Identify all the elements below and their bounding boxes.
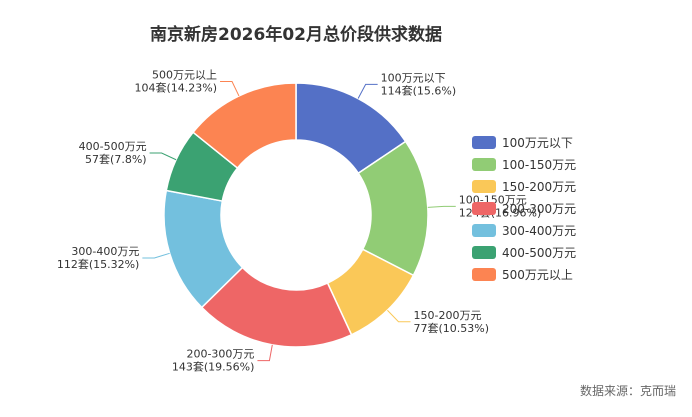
- leader-line-7: [220, 81, 240, 97]
- leader-line-6: [149, 152, 177, 161]
- legend-swatch-2[interactable]: [472, 158, 496, 171]
- slice-label-name-7: 500万元以上: [152, 69, 217, 82]
- legend-label-6[interactable]: 400-500万元: [502, 246, 576, 260]
- slice-label-name-6: 400-500万元: [79, 140, 147, 153]
- slice-label-value-6: 57套(7.8%): [85, 153, 147, 166]
- leader-line-1: [357, 83, 378, 99]
- data-source-note: 数据来源：克而瑞: [580, 383, 676, 398]
- legend-label-3[interactable]: 150-200万元: [502, 180, 576, 194]
- slices-group: [163, 82, 429, 348]
- legend-swatch-5[interactable]: [472, 224, 496, 237]
- slice-label-value-3: 77套(10.53%): [413, 322, 489, 335]
- leader-line-4: [257, 344, 273, 362]
- slice-7[interactable]: [192, 82, 297, 170]
- leader-line-2: [427, 205, 456, 208]
- slice-label-name-5: 300-400万元: [71, 245, 139, 258]
- slice-label-value-7: 104套(14.23%): [134, 82, 217, 95]
- slice-label-name-4: 200-300万元: [186, 348, 254, 361]
- legend-swatch-1[interactable]: [472, 136, 496, 149]
- legend-swatch-7[interactable]: [472, 268, 496, 281]
- slice-label-name-1: 100万元以下: [381, 71, 446, 84]
- chart-title: 南京新房2026年02月总价段供求数据: [150, 24, 442, 45]
- legend-label-7[interactable]: 500万元以上: [502, 268, 573, 282]
- legend-label-4[interactable]: 200-300万元: [502, 202, 576, 216]
- slice-label-name-3: 150-200万元: [413, 309, 481, 322]
- legend-swatch-3[interactable]: [472, 180, 496, 193]
- slice-label-value-1: 114套(15.6%): [381, 84, 457, 97]
- leader-line-5: [142, 252, 170, 259]
- legend-label-2[interactable]: 100-150万元: [502, 158, 576, 172]
- legend: 100万元以下 100-150万元 150-200万元 200-300万元 300-40…: [472, 136, 576, 282]
- slice-label-value-4: 143套(19.56%): [172, 361, 255, 374]
- slice-label-value-5: 112套(15.32%): [57, 258, 140, 271]
- legend-swatch-4[interactable]: [472, 202, 496, 215]
- labels-group: 100万元以下114套(15.6%)100-150万元124套(16.96%)1…: [57, 69, 541, 374]
- legend-label-5[interactable]: 300-400万元: [502, 224, 576, 238]
- legend-label-1[interactable]: 100万元以下: [502, 136, 573, 150]
- legend-swatch-6[interactable]: [472, 246, 496, 259]
- leader-line-3: [387, 309, 411, 323]
